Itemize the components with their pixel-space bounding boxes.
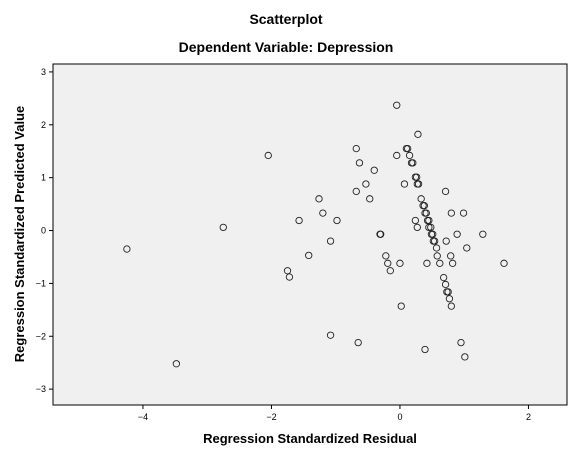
x-tick-label: 2 (526, 412, 531, 422)
y-tick-label: −3 (36, 384, 46, 394)
y-tick-label: 1 (41, 173, 46, 183)
chart-title: Scatterplot (249, 11, 322, 27)
y-axis-title: Regression Standardized Predicted Value (12, 106, 27, 362)
y-tick-label: 3 (41, 67, 46, 77)
x-tick-label: 0 (397, 412, 402, 422)
y-tick-label: −2 (36, 331, 46, 341)
x-tick-label: −2 (266, 412, 276, 422)
chart-subtitle: Dependent Variable: Depression (179, 39, 394, 55)
y-axis: −3 −2 −1 0 1 2 3 (36, 67, 53, 394)
x-axis: −4 −2 0 2 (138, 405, 531, 422)
plot-area (53, 64, 567, 405)
y-tick-label: 2 (41, 120, 46, 130)
x-axis-title: Regression Standardized Residual (203, 431, 417, 446)
y-tick-label: −1 (36, 278, 46, 288)
y-tick-label: 0 (41, 226, 46, 236)
x-tick-label: −4 (138, 412, 148, 422)
